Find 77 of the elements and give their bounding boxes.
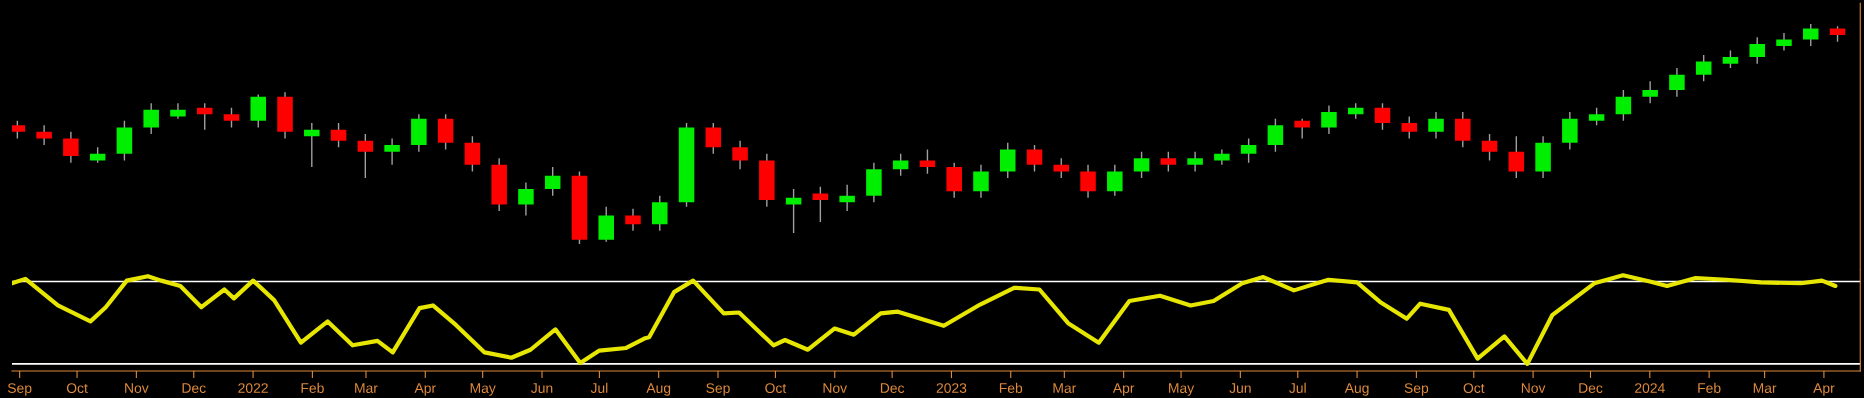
x-tick-label: Mar bbox=[1753, 383, 1777, 394]
candlestick bbox=[1133, 150, 1150, 179]
candlestick bbox=[1240, 137, 1257, 164]
candlestick bbox=[1802, 23, 1819, 47]
x-tick-label: May bbox=[1169, 383, 1195, 396]
x-tick-label: Feb bbox=[1698, 382, 1721, 394]
x-tick-label: Mar bbox=[1053, 383, 1077, 394]
x-tick-label: Nov bbox=[1521, 383, 1546, 394]
x-tick-label: Oct bbox=[66, 383, 88, 394]
candlestick bbox=[544, 166, 561, 197]
candlestick bbox=[973, 164, 989, 199]
x-tick-label: Jul bbox=[1289, 382, 1306, 394]
candlestick bbox=[304, 122, 320, 168]
candlestick bbox=[1428, 111, 1444, 140]
candlestick bbox=[1080, 164, 1096, 199]
x-tick-label: Dec bbox=[1579, 383, 1603, 394]
candlestick bbox=[625, 208, 641, 232]
candlestick bbox=[1160, 150, 1177, 173]
candlestick bbox=[518, 181, 534, 217]
candlestick bbox=[1214, 148, 1230, 166]
x-tick-label: Oct bbox=[765, 383, 787, 394]
x-tick-label: Aug bbox=[646, 383, 671, 396]
candlestick bbox=[705, 122, 722, 155]
candlestick bbox=[330, 122, 347, 148]
x-tick-label: Apr bbox=[414, 383, 436, 396]
candlestick bbox=[1187, 150, 1203, 173]
candlestick bbox=[1107, 164, 1123, 197]
x-tick-label: Mar bbox=[355, 383, 378, 394]
candlestick bbox=[36, 124, 52, 146]
candlestick bbox=[1374, 102, 1391, 131]
candlestick bbox=[1642, 80, 1658, 104]
x-tick-label: Oct bbox=[1463, 383, 1485, 394]
candlestick bbox=[1267, 117, 1284, 153]
candlestick bbox=[1749, 36, 1765, 65]
x-tick-label: Feb bbox=[301, 382, 324, 394]
candlestick bbox=[999, 142, 1016, 179]
x-tick-label: Jun bbox=[531, 383, 553, 394]
candlestick bbox=[1669, 67, 1685, 98]
candlestick bbox=[812, 186, 829, 223]
candlestick bbox=[1294, 117, 1310, 140]
candlestick bbox=[839, 183, 855, 212]
x-tick-label: Sep bbox=[7, 383, 32, 396]
x-tick-label: May bbox=[470, 383, 496, 396]
candlestick bbox=[919, 148, 936, 175]
candlestick bbox=[652, 194, 668, 232]
candlestick bbox=[1508, 135, 1525, 179]
candlestick bbox=[1695, 54, 1712, 82]
candlestick bbox=[464, 135, 481, 173]
candlestick bbox=[223, 106, 240, 129]
candlestick bbox=[143, 102, 159, 135]
candlestick bbox=[892, 153, 909, 177]
x-tick-label: Dec bbox=[880, 383, 905, 394]
x-tick-label: 2024 bbox=[1635, 383, 1665, 394]
x-tick-label: Sep bbox=[1404, 383, 1429, 396]
x-tick-label: 2023 bbox=[936, 383, 967, 394]
x-tick-label: Nov bbox=[823, 383, 848, 394]
x-tick-label: Sep bbox=[706, 383, 730, 396]
x-tick-label: 2022 bbox=[238, 383, 268, 394]
x-tick-label: Feb bbox=[999, 382, 1023, 394]
candlestick bbox=[732, 139, 748, 170]
candlestick bbox=[1321, 104, 1337, 135]
candlestick bbox=[63, 131, 79, 164]
x-tick-label: Dec bbox=[182, 383, 206, 394]
candlestick bbox=[357, 133, 374, 179]
candlestick bbox=[384, 137, 400, 166]
x-tick-label: Apr bbox=[1112, 383, 1135, 396]
candlestick bbox=[1026, 144, 1043, 173]
x-tick-label: Apr bbox=[1813, 383, 1835, 396]
x-tick-label: Jul bbox=[590, 382, 608, 394]
x-tick-label: Jun bbox=[1229, 383, 1251, 394]
candlestick bbox=[170, 102, 186, 120]
x-tick-label: Aug bbox=[1344, 383, 1369, 396]
x-tick-label: Nov bbox=[125, 383, 149, 394]
candlestick bbox=[1455, 111, 1471, 148]
candlestick bbox=[1615, 89, 1632, 122]
candlestick bbox=[1401, 115, 1418, 140]
candlestick bbox=[1481, 133, 1498, 162]
